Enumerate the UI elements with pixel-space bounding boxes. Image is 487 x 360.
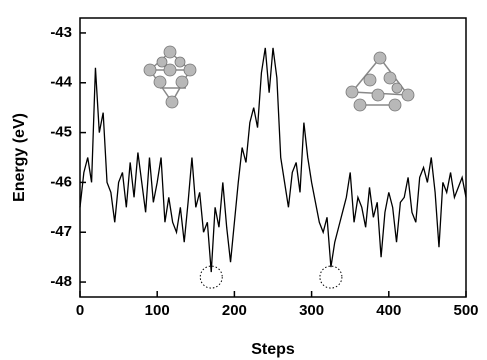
x-tick-label: 100 — [145, 302, 170, 319]
cluster-2 — [346, 52, 414, 111]
x-tick-label: 0 — [76, 302, 84, 319]
y-tick-label: -46 — [50, 173, 72, 190]
x-axis-label: Steps — [251, 341, 295, 358]
chart: 0 100 200 300 400 500 -48 -47 -46 -45 -44 -43 Steps E… — [0, 0, 487, 360]
cluster-1 — [144, 46, 196, 108]
energy-line — [80, 48, 466, 272]
x-tick-label: 300 — [299, 302, 324, 319]
x-tick-label: 200 — [222, 302, 247, 319]
y-tick-label: -45 — [50, 124, 72, 141]
y-axis-label: Energy (eV) — [11, 113, 28, 202]
y-tick-label: -48 — [50, 273, 72, 290]
y-tick-label: -43 — [50, 24, 72, 41]
y-tick-label: -44 — [50, 74, 72, 91]
x-tick-label: 400 — [376, 302, 401, 319]
x-tick-label: 500 — [453, 302, 478, 319]
minimum-marker — [320, 266, 342, 288]
y-tick-label: -47 — [50, 223, 72, 240]
